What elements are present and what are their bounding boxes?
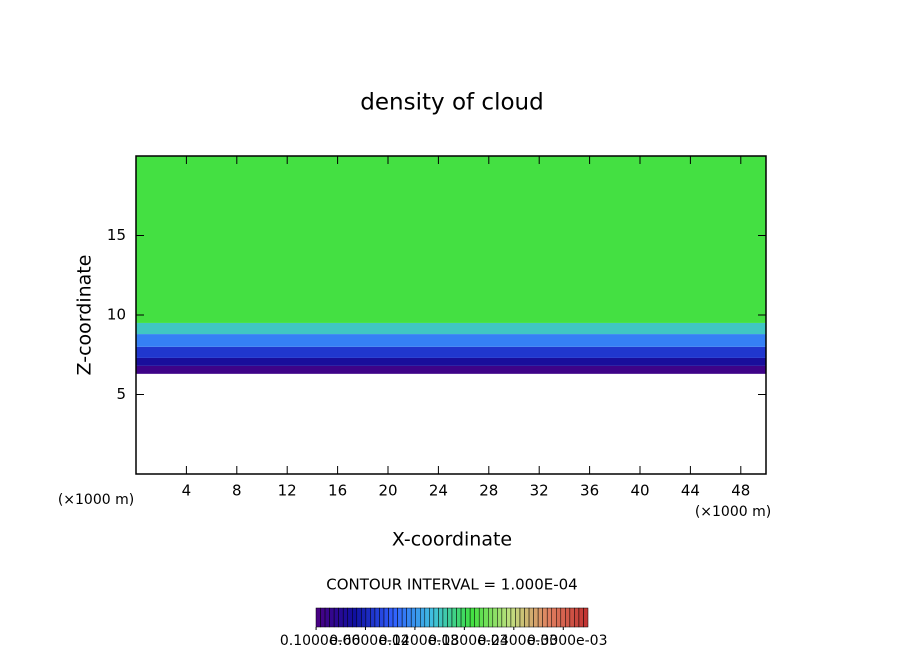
colorbar-cell — [515, 607, 521, 628]
colorbar-label: 0.1000e-06 — [280, 633, 361, 649]
colorbar-cell — [374, 607, 380, 628]
colorbar-cell — [578, 607, 584, 628]
colorbar-cell — [383, 607, 389, 628]
colorbar-cell — [329, 607, 335, 628]
colorbar-cell — [560, 607, 566, 628]
x-tick-label: 28 — [479, 482, 498, 500]
y-tick-label: 10 — [107, 306, 126, 324]
x-tick-label: 20 — [378, 482, 397, 500]
density-band — [136, 322, 766, 335]
y-tick-label: 5 — [116, 385, 126, 403]
x-tick-label: 24 — [429, 482, 448, 500]
colorbar-cell — [424, 607, 430, 628]
y-tick-label: 15 — [107, 226, 126, 244]
colorbar-cell — [488, 607, 494, 628]
colorbar-cell — [401, 607, 407, 628]
colorbar-cell — [410, 607, 416, 628]
colorbar-cell — [556, 607, 562, 628]
x-tick-label: 12 — [278, 482, 297, 500]
colorbar-cell — [546, 607, 552, 628]
colorbar-cell — [451, 607, 457, 628]
colorbar-cell — [388, 607, 394, 628]
colorbar-cell — [506, 607, 512, 628]
x-unit: (×1000 m) — [695, 504, 771, 520]
x-tick-label: 48 — [731, 482, 750, 500]
x-tick-label: 36 — [580, 482, 599, 500]
colorbar-label: 0.3000e-03 — [527, 633, 607, 649]
colorbar-cell — [569, 607, 575, 628]
colorbar-cell — [465, 607, 471, 628]
colorbar-cell — [474, 607, 480, 628]
density-band — [136, 346, 766, 358]
colorbar-cell — [347, 607, 353, 628]
colorbar-cell — [320, 607, 326, 628]
density-band — [136, 156, 766, 323]
colorbar-cell — [551, 607, 557, 628]
x-tick-label: 4 — [182, 482, 192, 500]
colorbar-cell — [370, 607, 376, 628]
colorbar-cell — [342, 607, 348, 628]
colorbar-cell — [361, 607, 367, 628]
colorbar-cell — [315, 607, 321, 628]
x-tick-label: 40 — [630, 482, 649, 500]
colorbar-cell — [528, 607, 534, 628]
colorbar-cell — [429, 607, 435, 628]
x-tick-label: 8 — [232, 482, 242, 500]
colorbar-cell — [356, 607, 362, 628]
colorbar-cell — [492, 607, 498, 628]
density-band — [136, 365, 766, 374]
colorbar-cell — [524, 607, 530, 628]
colorbar-cell — [420, 607, 426, 628]
colorbar-label: 0.1800e-03 — [428, 633, 508, 649]
colorbar-cell — [406, 607, 412, 628]
colorbar-cell — [565, 607, 571, 628]
colorbar-cell — [352, 607, 358, 628]
colorbar-cell — [533, 607, 539, 628]
colorbar-cell — [379, 607, 385, 628]
colorbar-cell — [397, 607, 403, 628]
colorbar-cell — [338, 607, 344, 628]
colorbar-cell — [501, 607, 507, 628]
colorbar-cell — [447, 607, 453, 628]
colorbar-cell — [542, 607, 548, 628]
colorbar-cell — [483, 607, 489, 628]
colorbar-cell — [574, 607, 580, 628]
colorbar-cell — [469, 607, 475, 628]
density-band — [136, 334, 766, 347]
colorbar-cell — [497, 607, 503, 628]
colorbar-cell — [583, 607, 589, 628]
y-unit: (×1000 m) — [58, 492, 134, 508]
colorbar-cell — [537, 607, 543, 628]
density-band — [136, 357, 766, 366]
colorbar-cell — [392, 607, 398, 628]
colorbar-cell — [415, 607, 421, 628]
colorbar-cell — [324, 607, 330, 628]
chart-title: density of cloud — [360, 90, 543, 116]
colorbar-cell — [333, 607, 339, 628]
x-tick-label: 44 — [681, 482, 700, 500]
colorbar-cell — [433, 607, 439, 628]
colorbar-cell — [456, 607, 462, 628]
x-tick-label: 32 — [530, 482, 549, 500]
y-axis-label: Z-coordinate — [74, 255, 96, 376]
colorbar-cell — [365, 607, 371, 628]
colorbar-cell — [438, 607, 444, 628]
colorbar-cell — [460, 607, 466, 628]
colorbar-label: 0.2400e-03 — [478, 633, 558, 649]
x-axis-label: X-coordinate — [392, 529, 512, 551]
colorbar-cell — [519, 607, 525, 628]
colorbar-cell — [478, 607, 484, 628]
colorbar-label: 0.1200e-03 — [379, 633, 459, 649]
colorbar-cell — [442, 607, 448, 628]
colorbar-label: 0.6000e-04 — [329, 633, 410, 649]
colorbar-cell — [510, 607, 516, 628]
x-tick-label: 16 — [328, 482, 347, 500]
contour-note: CONTOUR INTERVAL = 1.000E-04 — [326, 576, 577, 594]
